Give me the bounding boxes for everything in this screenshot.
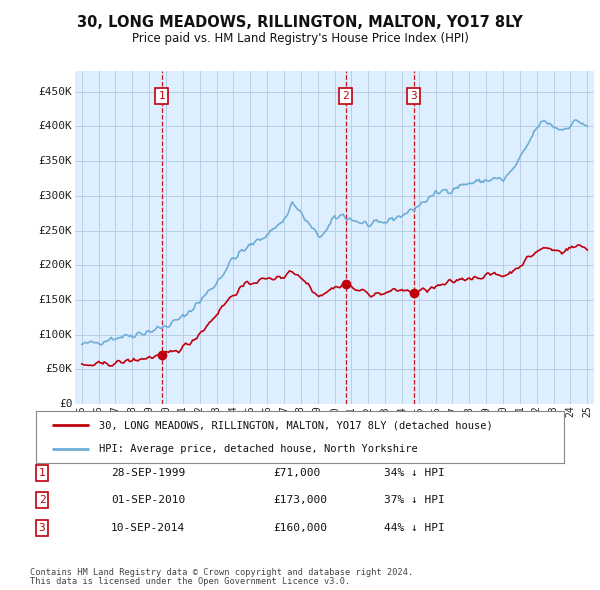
Text: 34% ↓ HPI: 34% ↓ HPI: [384, 468, 445, 478]
Text: £173,000: £173,000: [273, 496, 327, 505]
Text: 10-SEP-2014: 10-SEP-2014: [111, 523, 185, 533]
Text: £400K: £400K: [38, 122, 73, 132]
Text: 28-SEP-1999: 28-SEP-1999: [111, 468, 185, 478]
Text: £150K: £150K: [38, 295, 73, 305]
Text: 1: 1: [158, 91, 165, 101]
Text: 44% ↓ HPI: 44% ↓ HPI: [384, 523, 445, 533]
Text: 30, LONG MEADOWS, RILLINGTON, MALTON, YO17 8LY (detached house): 30, LONG MEADOWS, RILLINGTON, MALTON, YO…: [100, 420, 493, 430]
Text: 3: 3: [38, 523, 46, 533]
Text: 37% ↓ HPI: 37% ↓ HPI: [384, 496, 445, 505]
Text: 30, LONG MEADOWS, RILLINGTON, MALTON, YO17 8LY: 30, LONG MEADOWS, RILLINGTON, MALTON, YO…: [77, 15, 523, 30]
Text: £300K: £300K: [38, 191, 73, 201]
Text: £100K: £100K: [38, 330, 73, 340]
Text: Price paid vs. HM Land Registry's House Price Index (HPI): Price paid vs. HM Land Registry's House …: [131, 32, 469, 45]
Text: £160,000: £160,000: [273, 523, 327, 533]
Text: £250K: £250K: [38, 225, 73, 235]
Text: £450K: £450K: [38, 87, 73, 97]
Text: £350K: £350K: [38, 156, 73, 166]
Text: Contains HM Land Registry data © Crown copyright and database right 2024.: Contains HM Land Registry data © Crown c…: [30, 568, 413, 577]
Text: 3: 3: [410, 91, 417, 101]
Text: 2: 2: [343, 91, 349, 101]
Text: HPI: Average price, detached house, North Yorkshire: HPI: Average price, detached house, Nort…: [100, 444, 418, 454]
Text: £0: £0: [59, 399, 73, 409]
Text: 01-SEP-2010: 01-SEP-2010: [111, 496, 185, 505]
Text: 2: 2: [38, 496, 46, 505]
Text: This data is licensed under the Open Government Licence v3.0.: This data is licensed under the Open Gov…: [30, 578, 350, 586]
Text: 1: 1: [38, 468, 46, 478]
Text: £200K: £200K: [38, 260, 73, 270]
Text: £50K: £50K: [46, 365, 73, 375]
Text: £71,000: £71,000: [273, 468, 320, 478]
